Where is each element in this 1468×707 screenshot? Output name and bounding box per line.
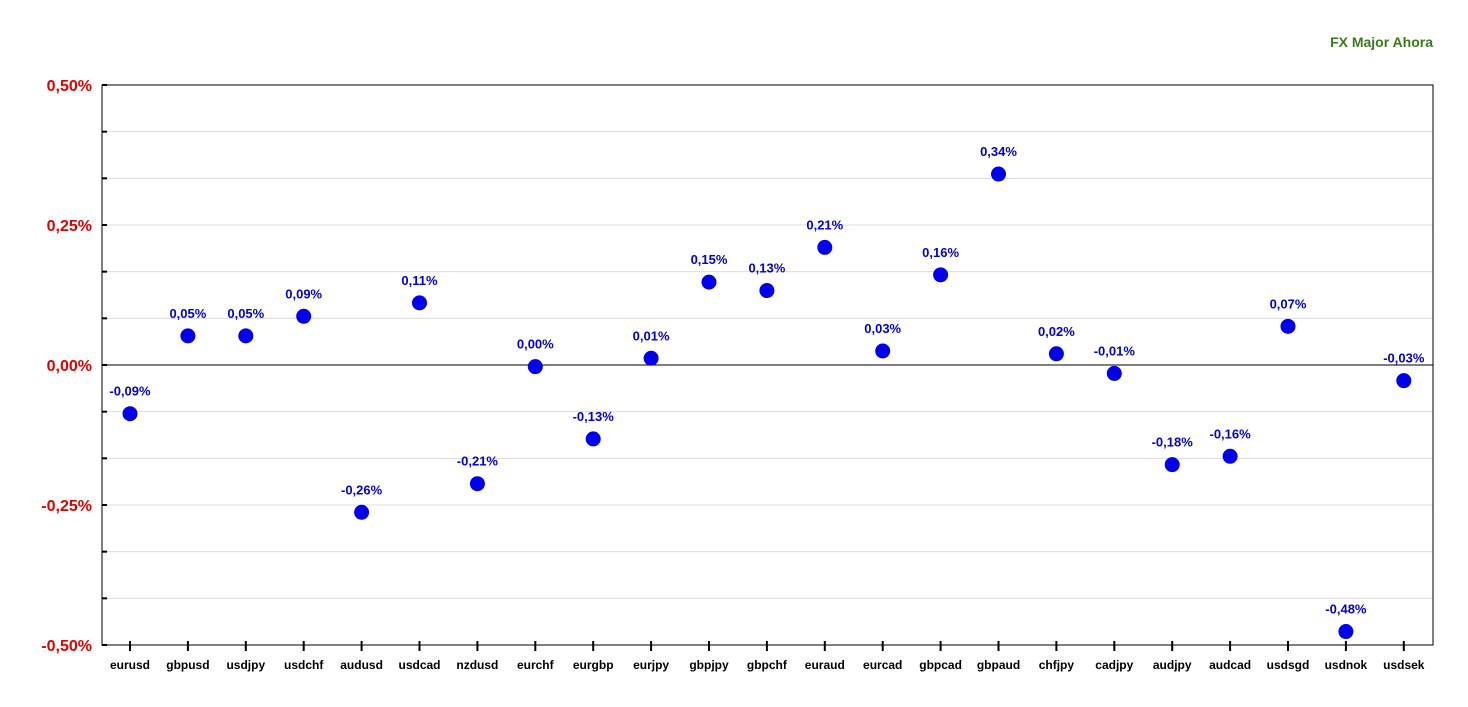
data-label: 0,01% (633, 328, 670, 343)
data-point (296, 308, 312, 324)
data-point (585, 431, 601, 447)
data-point (238, 328, 254, 344)
data-label: -0,26% (341, 482, 383, 497)
x-tick-label: usdchf (284, 658, 324, 672)
x-tick-label: eurcad (863, 658, 902, 672)
x-tick-label: gbpcad (919, 658, 962, 672)
data-label: 0,11% (401, 273, 438, 288)
data-point (1396, 373, 1412, 389)
data-point (412, 295, 427, 311)
x-tick-label: gbpjpy (689, 658, 729, 672)
data-label: -0,48% (1325, 602, 1367, 617)
x-tick-label: audusd (340, 658, 383, 672)
x-tick-label: eurusd (110, 658, 150, 672)
data-point (1106, 365, 1122, 381)
x-tick-label: eurjpy (633, 658, 669, 672)
x-tick-label: usdjpy (226, 658, 265, 672)
data-label: 0,03% (864, 321, 901, 336)
data-label: -0,18% (1152, 435, 1194, 450)
data-point (1048, 346, 1064, 362)
data-point (933, 267, 949, 283)
x-tick-label: eurchf (517, 658, 555, 672)
data-label: -0,21% (457, 454, 499, 469)
data-label: -0,03% (1383, 351, 1425, 366)
data-label: 0,05% (169, 306, 206, 321)
data-label: 0,00% (517, 337, 554, 352)
data-point (701, 274, 717, 290)
y-tick-label: -0,25% (41, 498, 92, 515)
x-tick-label: usdsgd (1267, 658, 1310, 672)
data-label: 0,34% (980, 144, 1017, 159)
data-point (643, 350, 659, 366)
x-axis: eurusd gbpusd usdjpy usdchf audusd usdcad nzdu… (110, 641, 1425, 672)
data-label: 0,16% (922, 245, 959, 260)
data-label: 0,13% (748, 261, 785, 276)
data-label: 0,02% (1038, 324, 1075, 339)
data-point (354, 504, 370, 520)
data-point (527, 359, 543, 375)
x-tick-label: audjpy (1153, 658, 1192, 672)
data-point (1280, 318, 1296, 334)
data-label: -0,09% (109, 384, 151, 399)
data-label: 0,21% (806, 217, 843, 232)
data-point (1164, 457, 1180, 473)
data-label: -0,16% (1209, 426, 1251, 441)
x-tick-label: euraud (805, 658, 845, 672)
data-label: 0,05% (227, 306, 264, 321)
data-point (817, 239, 833, 255)
data-label: 0,09% (285, 286, 322, 301)
x-tick-label: gbpchf (747, 658, 788, 672)
grid-lines (102, 131, 1433, 599)
y-tick-label: -0,50% (41, 638, 92, 655)
data-point (991, 166, 1006, 182)
x-tick-label: audcad (1209, 658, 1251, 672)
x-tick-label: cadjpy (1095, 658, 1133, 672)
x-tick-label: usdcad (398, 658, 440, 672)
data-point (469, 476, 485, 492)
chart-title: FX Major Ahora (1330, 34, 1433, 50)
y-tick-label: 0,25% (47, 218, 92, 235)
data-label: 0,07% (1270, 296, 1307, 311)
data-label: -0,01% (1094, 343, 1136, 358)
x-tick-label: gbpaud (977, 658, 1020, 672)
x-tick-label: gbpusd (166, 658, 209, 672)
data-point (1222, 448, 1238, 464)
data-point (122, 406, 138, 422)
y-tick-label: 0,50% (47, 78, 92, 95)
y-tick-label: 0,00% (47, 358, 92, 375)
data-label: -0,13% (573, 409, 615, 424)
data-point (875, 343, 891, 359)
x-tick-label: nzdusd (456, 658, 498, 672)
data-point (180, 328, 196, 344)
x-tick-label: usdsek (1383, 658, 1425, 672)
x-tick-label: usdnok (1325, 658, 1368, 672)
data-point (759, 283, 775, 299)
data-points: -0,09% 0,05% 0,05% 0,09% -0,26% 0,11% -0,21% 0,… (109, 144, 1425, 640)
data-point (1338, 624, 1354, 640)
y-axis: 0,50% 0,25% 0,00% -0,25% -0,50% (41, 78, 107, 655)
x-tick-label: eurgbp (573, 658, 614, 672)
data-label: 0,15% (691, 252, 728, 267)
x-tick-label: chfjpy (1039, 658, 1075, 672)
